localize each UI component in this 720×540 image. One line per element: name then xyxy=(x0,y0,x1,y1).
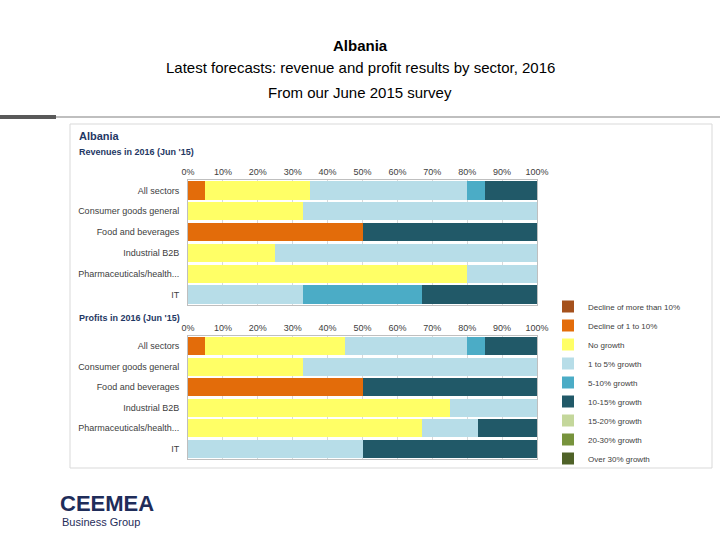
svg-text:20%: 20% xyxy=(249,167,267,177)
svg-text:Pharmaceuticals/health...: Pharmaceuticals/health... xyxy=(78,423,179,433)
svg-text:80%: 80% xyxy=(458,167,476,177)
svg-text:30%: 30% xyxy=(284,167,302,177)
svg-text:20%: 20% xyxy=(249,323,267,333)
svg-text:All sectors: All sectors xyxy=(138,341,180,351)
svg-text:Decline of 1 to 10%: Decline of 1 to 10% xyxy=(588,322,657,331)
svg-text:Albania: Albania xyxy=(79,130,120,142)
svg-text:100%: 100% xyxy=(525,323,548,333)
svg-text:IT: IT xyxy=(171,444,180,454)
svg-text:Industrial B2B: Industrial B2B xyxy=(123,248,179,258)
svg-text:70%: 70% xyxy=(423,167,441,177)
svg-text:Industrial B2B: Industrial B2B xyxy=(123,403,179,413)
svg-text:90%: 90% xyxy=(493,323,511,333)
svg-text:From our June 2015 survey: From our June 2015 survey xyxy=(268,84,452,101)
svg-text:Consumer goods general: Consumer goods general xyxy=(78,206,179,216)
svg-text:30%: 30% xyxy=(284,323,302,333)
svg-text:10%: 10% xyxy=(214,167,232,177)
svg-text:80%: 80% xyxy=(458,323,476,333)
svg-text:60%: 60% xyxy=(388,167,406,177)
svg-text:No growth: No growth xyxy=(588,341,624,350)
svg-text:60%: 60% xyxy=(388,323,406,333)
svg-text:40%: 40% xyxy=(319,323,337,333)
svg-text:IT: IT xyxy=(171,290,180,300)
svg-text:70%: 70% xyxy=(423,323,441,333)
svg-text:90%: 90% xyxy=(493,167,511,177)
svg-text:0%: 0% xyxy=(181,167,194,177)
svg-text:Decline of more than 10%: Decline of more than 10% xyxy=(588,303,680,312)
svg-text:100%: 100% xyxy=(525,167,548,177)
svg-text:Pharmaceuticals/health...: Pharmaceuticals/health... xyxy=(78,269,179,279)
svg-text:50%: 50% xyxy=(353,167,371,177)
svg-text:1 to 5% growth: 1 to 5% growth xyxy=(588,360,641,369)
svg-text:Latest forecasts: revenue and: Latest forecasts: revenue and profit res… xyxy=(166,59,555,76)
svg-text:Revenues in 2016 (Jun '15): Revenues in 2016 (Jun '15) xyxy=(79,147,194,157)
svg-text:Consumer goods general: Consumer goods general xyxy=(78,362,179,372)
svg-text:15-20% growth: 15-20% growth xyxy=(588,417,642,426)
svg-text:50%: 50% xyxy=(353,323,371,333)
svg-text:20-30% growth: 20-30% growth xyxy=(588,436,642,445)
svg-text:Albania: Albania xyxy=(333,37,388,54)
svg-text:40%: 40% xyxy=(319,167,337,177)
svg-text:10-15% growth: 10-15% growth xyxy=(588,398,642,407)
svg-text:All sectors: All sectors xyxy=(138,186,180,196)
svg-text:Over 30% growth: Over 30% growth xyxy=(588,455,650,464)
svg-text:0%: 0% xyxy=(181,323,194,333)
svg-text:Business Group: Business Group xyxy=(62,516,140,528)
svg-text:Food and beverages: Food and beverages xyxy=(97,227,180,237)
svg-text:Profits in 2016 (Jun '15): Profits in 2016 (Jun '15) xyxy=(79,313,180,323)
svg-text:CEEMEA: CEEMEA xyxy=(60,491,154,516)
svg-text:5-10% growth: 5-10% growth xyxy=(588,379,637,388)
svg-text:Food and beverages: Food and beverages xyxy=(97,382,180,392)
svg-text:10%: 10% xyxy=(214,323,232,333)
